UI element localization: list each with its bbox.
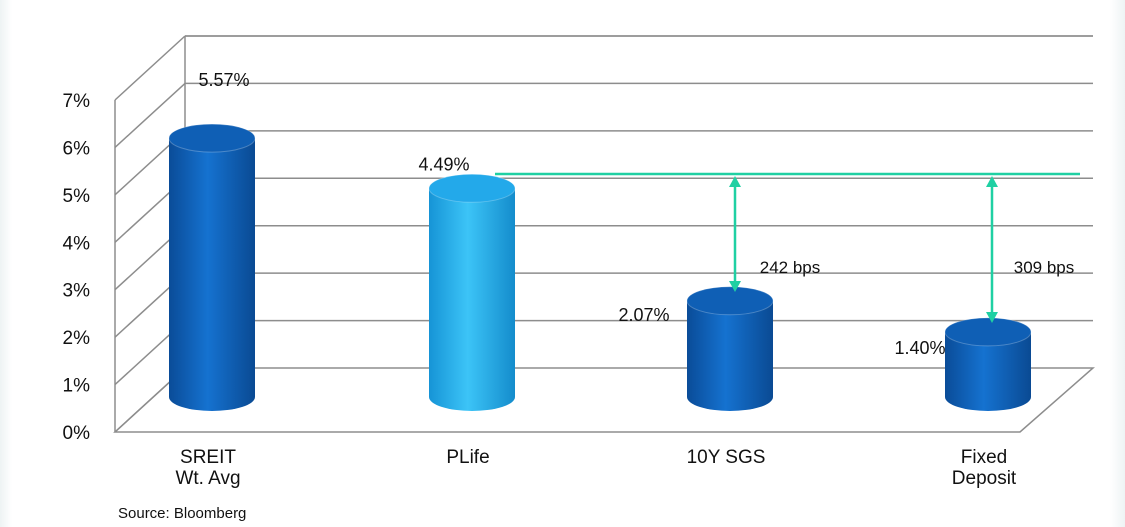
bar-top-2 — [686, 286, 774, 316]
annotation-arrow-2-head-top — [986, 176, 998, 187]
data-label: 1.40% — [894, 338, 945, 358]
bar-top-1 — [428, 173, 516, 203]
y-tick-label: 0% — [63, 423, 91, 444]
bar-top-0 — [168, 123, 256, 153]
y-tick-label: 3% — [63, 281, 91, 302]
y-tick-label: 1% — [63, 376, 91, 397]
y-tick-label: 2% — [63, 328, 91, 349]
bar-0 — [169, 138, 255, 412]
source-note: Source: Bloomberg — [118, 505, 247, 522]
x-tick-label: Fixed — [961, 447, 1007, 468]
data-label: 2.07% — [618, 305, 669, 325]
annotation-label: 242 bps — [760, 258, 821, 277]
gridline-left-6 — [114, 82, 186, 148]
data-label: 4.49% — [418, 154, 469, 174]
data-label: 5.57% — [198, 70, 249, 90]
y-tick-label: 4% — [63, 233, 91, 254]
y-tick-label: 6% — [63, 138, 91, 159]
annotation-arrow-1-head-bottom — [729, 281, 741, 292]
annotation-arrow-2-head-bottom — [986, 312, 998, 323]
y-tick-label: 5% — [63, 186, 91, 207]
x-tick-label: PLife — [446, 447, 489, 468]
y-tick-label: 7% — [63, 91, 91, 112]
x-tick-label: SREIT — [180, 447, 236, 468]
x-tick-label: Deposit — [952, 468, 1017, 489]
x-tick-label: 10Y SGS — [687, 447, 766, 468]
bar-2 — [687, 300, 773, 411]
annotation-label: 309 bps — [1014, 258, 1075, 277]
bar-3 — [945, 331, 1031, 411]
bar-1 — [429, 188, 515, 411]
x-tick-label: Wt. Avg — [175, 468, 240, 489]
bar-top-3 — [944, 317, 1032, 347]
annotation-arrow-1-head-top — [729, 176, 741, 187]
gridline-left-7 — [114, 35, 186, 101]
chart-floor — [113, 367, 1095, 433]
